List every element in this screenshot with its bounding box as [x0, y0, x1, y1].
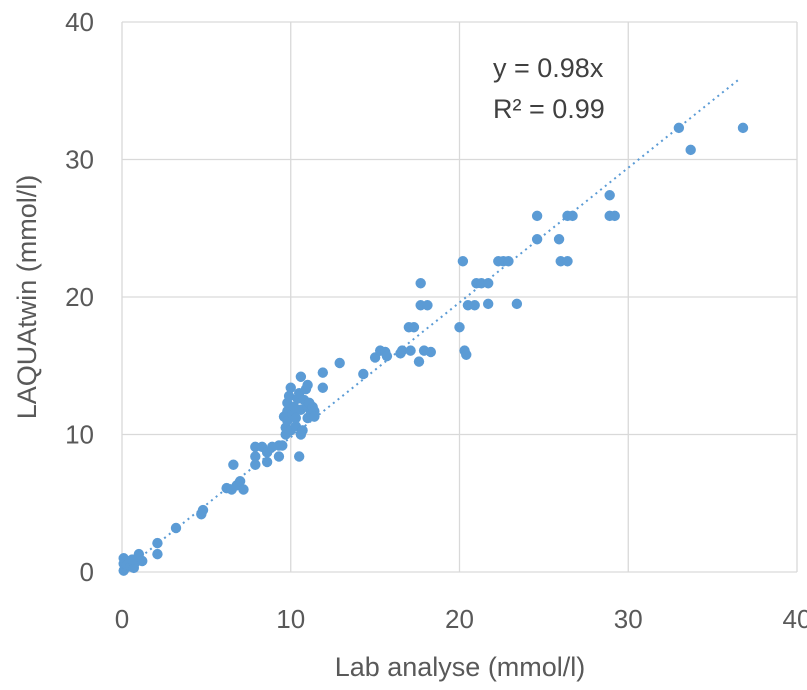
data-point — [250, 451, 261, 462]
y-tick-label: 20 — [65, 282, 94, 312]
data-point — [531, 234, 543, 245]
x-tick-label: 30 — [614, 604, 643, 634]
data-point — [126, 554, 138, 565]
data-point — [454, 322, 465, 333]
y-tick-label: 10 — [65, 420, 94, 450]
x-tick-label: 20 — [445, 604, 474, 634]
r-squared-label: R² = 0.99 — [493, 94, 605, 124]
trendline-equation: y = 0.98x — [493, 53, 604, 83]
data-point — [457, 256, 469, 267]
data-point — [285, 382, 296, 393]
y-axis-title: LAQUAtwin (mmol/l) — [12, 175, 42, 420]
data-point — [553, 234, 565, 245]
data-point — [317, 367, 329, 378]
y-tick-label: 0 — [80, 557, 94, 587]
data-point — [309, 411, 320, 422]
data-point — [283, 390, 295, 402]
data-point — [295, 371, 307, 382]
data-point — [334, 357, 345, 369]
x-axis-title: Lab analyse (mmol/l) — [335, 652, 586, 682]
data-point — [273, 451, 285, 462]
data-point — [405, 345, 416, 356]
x-tick-label: 10 — [276, 604, 305, 634]
data-point — [277, 440, 288, 451]
data-point — [290, 412, 302, 424]
y-tick-labels: 0 10 20 30 40 — [65, 7, 94, 587]
data-point — [228, 459, 239, 470]
data-point — [425, 346, 437, 358]
data-point — [673, 122, 685, 134]
data-point — [461, 349, 472, 360]
data-point — [396, 345, 408, 356]
data-point — [408, 322, 420, 333]
data-point — [482, 298, 494, 310]
data-point — [609, 210, 620, 222]
data-point — [293, 451, 305, 462]
data-point — [152, 537, 163, 549]
data-point — [234, 476, 246, 487]
data-point — [261, 456, 273, 468]
y-tick-label: 30 — [65, 145, 94, 175]
data-point — [604, 190, 615, 201]
data-point — [302, 379, 313, 391]
data-point — [170, 522, 182, 534]
trendline — [121, 78, 741, 573]
data-point — [238, 484, 249, 495]
data-point — [503, 256, 514, 267]
gridlines — [121, 21, 798, 573]
data-point — [317, 382, 329, 393]
data-point — [562, 256, 573, 267]
data-point — [152, 548, 163, 560]
data-point — [413, 356, 425, 367]
data-point — [482, 278, 494, 289]
x-tick-label: 40 — [783, 604, 807, 634]
y-tick-label: 40 — [65, 7, 94, 37]
data-point — [381, 350, 393, 362]
data-point — [197, 504, 209, 516]
data-point — [415, 278, 426, 289]
x-tick-labels: 0 10 20 30 40 — [115, 604, 807, 634]
data-point — [469, 300, 480, 311]
data-point — [511, 298, 523, 310]
data-point — [685, 144, 696, 156]
x-tick-label: 0 — [115, 604, 129, 634]
data-point — [737, 122, 749, 134]
data-points — [118, 122, 749, 576]
data-point — [531, 210, 543, 222]
data-point — [358, 368, 369, 380]
data-point — [250, 459, 261, 470]
data-point — [422, 300, 433, 311]
data-point — [567, 210, 578, 222]
data-point — [297, 425, 308, 436]
data-point — [137, 555, 148, 567]
